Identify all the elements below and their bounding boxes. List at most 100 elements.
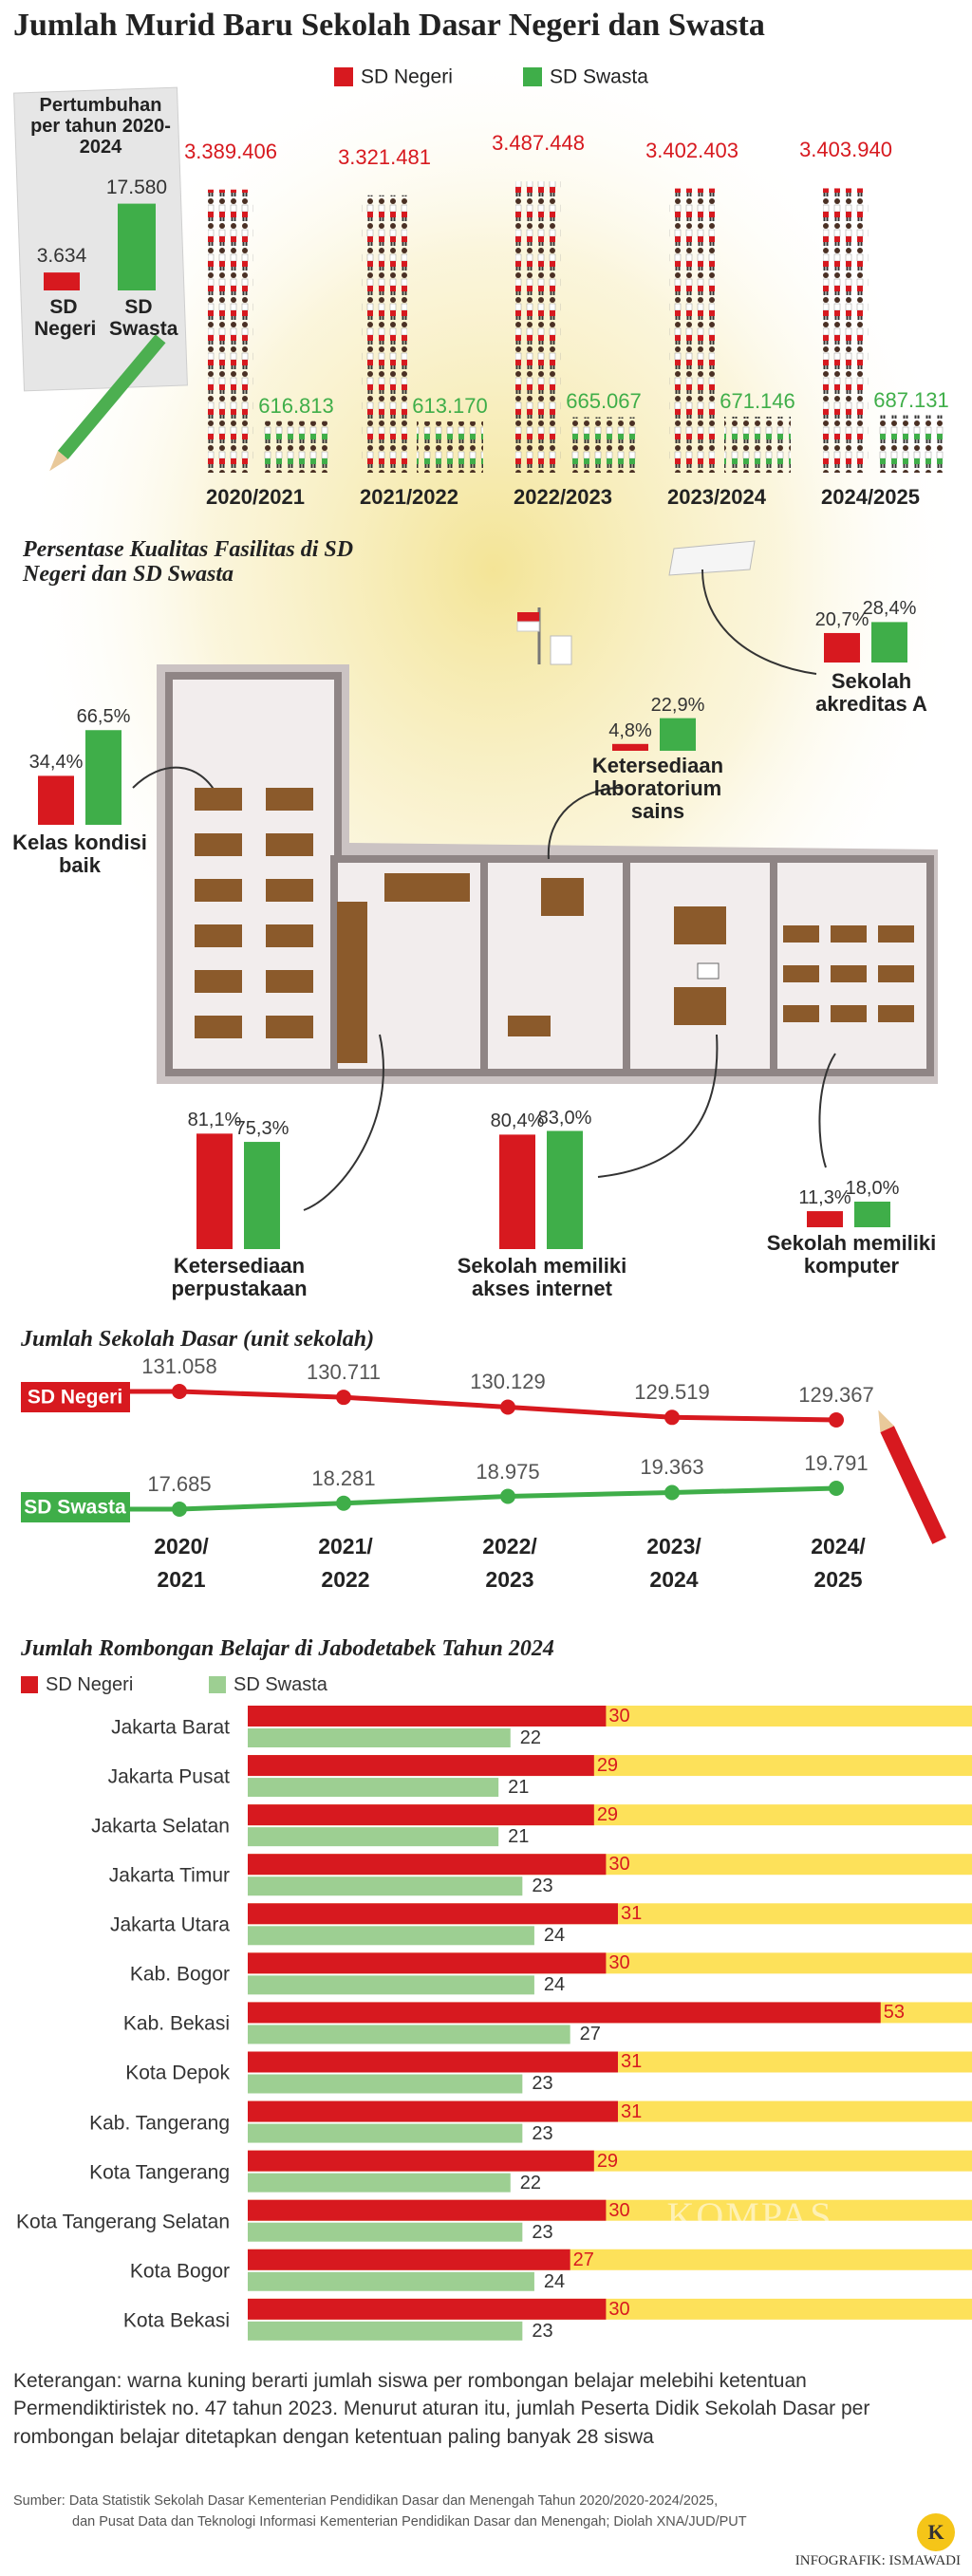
desk	[674, 906, 726, 944]
value-label: 21	[508, 1826, 530, 1848]
pencil-tip	[49, 450, 68, 472]
logo-letter: K	[927, 2519, 944, 2544]
bar	[248, 1854, 607, 1876]
bar	[248, 2249, 570, 2270]
room-class	[165, 672, 342, 1076]
desk	[195, 970, 242, 993]
line-point	[336, 1390, 351, 1406]
line-point	[500, 1488, 515, 1504]
category-label: SD Negeri	[34, 296, 97, 341]
logo	[917, 2513, 955, 2551]
facility-bar	[824, 632, 860, 663]
bar	[248, 1876, 523, 1896]
bar	[248, 1755, 594, 1777]
bar	[248, 2051, 618, 2073]
inset-title: Pertumbuhan per tahun 2020-2024	[30, 95, 171, 158]
x-tick-label: 2020/2021	[206, 485, 305, 509]
facility-bar	[660, 718, 696, 751]
value-label: 3.487.448	[492, 130, 585, 155]
y-tick-label: Kab. Bekasi	[122, 2012, 230, 2035]
value-label: 29	[596, 2150, 619, 2172]
value-label: 75,3%	[234, 1118, 290, 1140]
connector	[701, 569, 817, 675]
bar	[248, 1975, 534, 1995]
legend-label: SD Swasta	[550, 65, 648, 88]
value-label: 3.403.940	[799, 138, 892, 162]
value-label: 17.580	[105, 176, 168, 198]
value-label: 22,9%	[650, 694, 705, 716]
value-label: 3.321.481	[338, 144, 431, 169]
line-point	[500, 1399, 515, 1415]
chart-title: Persentase Kualitas Fasilitas di SD Nege…	[23, 537, 354, 588]
value-label: 22	[519, 1727, 541, 1748]
legend-swatch	[334, 67, 353, 86]
value-label: 22	[519, 2172, 541, 2193]
value-label: 27	[572, 2249, 594, 2270]
x-tick-label: 2024/2025	[811, 1534, 866, 1592]
pictogram-swasta	[724, 416, 791, 473]
value-label: 19.363	[640, 1455, 704, 1480]
value-label: 616.813	[258, 393, 334, 418]
value-label: 30	[608, 1706, 630, 1727]
school-building	[132, 540, 938, 1211]
value-label: 11,3%	[798, 1187, 851, 1209]
facility-bar	[196, 1133, 233, 1249]
bar	[248, 2002, 881, 2024]
bar	[248, 1903, 618, 1925]
pencil-body	[57, 334, 166, 459]
facility-bar	[38, 775, 74, 825]
value-label: 28,4%	[862, 598, 917, 620]
legend-swatch	[21, 1676, 38, 1693]
series-tag	[21, 1492, 130, 1522]
value-label: 31	[620, 1903, 643, 1925]
series-tag	[21, 1382, 130, 1412]
category-label: Ketersediaan laboratorium sains	[591, 754, 724, 824]
facility-bar	[871, 622, 907, 663]
line-point	[664, 1409, 680, 1426]
connector	[547, 787, 623, 860]
value-label: 129.519	[634, 1380, 710, 1405]
paper	[550, 635, 572, 665]
line-point	[829, 1412, 844, 1428]
flag-white	[516, 621, 540, 632]
computer-desk	[878, 965, 914, 982]
computer-desk	[831, 1005, 867, 1022]
value-label: 24	[543, 2270, 566, 2292]
main-title: Jumlah Murid Baru Sekolah Dasar Negeri d…	[13, 8, 765, 43]
bar	[248, 2074, 523, 2094]
desk	[195, 1016, 242, 1038]
connector	[132, 766, 219, 798]
flag-red	[517, 612, 539, 622]
value-label: 21	[508, 1777, 530, 1799]
bar	[248, 1827, 499, 1847]
value-label: 66,5%	[76, 706, 131, 728]
y-tick-label: Jakarta Timur	[108, 1864, 230, 1887]
bar	[248, 1778, 499, 1798]
value-label: 3.402.403	[645, 138, 738, 162]
category-label: SD Swasta	[109, 296, 178, 341]
value-label: 34,4%	[28, 752, 84, 774]
bar	[248, 2271, 534, 2291]
screen	[697, 962, 720, 980]
value-label: 31	[620, 2100, 643, 2122]
value-label: 81,1%	[187, 1110, 242, 1131]
value-label: 29	[596, 1804, 619, 1826]
x-tick-label: 2020/2021	[154, 1534, 209, 1592]
y-tick-label: Kota Tangerang	[89, 2161, 230, 2184]
facility-bar	[612, 743, 648, 751]
table	[541, 878, 584, 916]
y-tick-label: Kota Bekasi	[122, 2309, 230, 2332]
pictogram-negeri	[669, 188, 715, 473]
facility-bar	[85, 730, 122, 825]
bar	[248, 1952, 607, 1974]
computer-desk	[783, 965, 819, 982]
pictogram-negeri	[515, 181, 561, 474]
computer-desk	[878, 1005, 914, 1022]
pencil-green	[49, 334, 166, 472]
source: Sumber: Data Statistik Sekolah Dasar Kem…	[13, 2493, 719, 2509]
computer-desk	[783, 1005, 819, 1022]
value-label: 23	[532, 2122, 553, 2144]
pictogram-swasta	[878, 415, 944, 473]
